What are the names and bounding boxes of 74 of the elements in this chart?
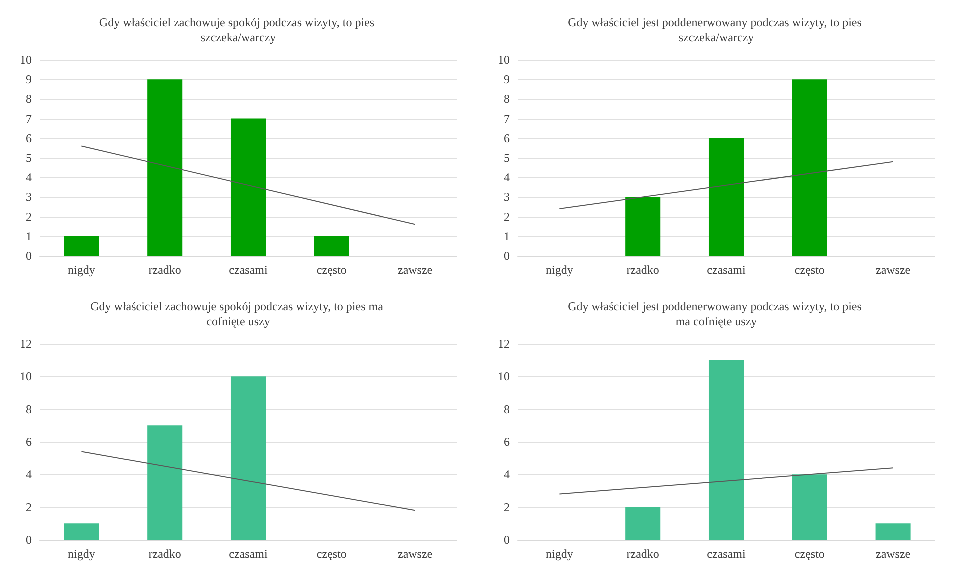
y-tick-label: 8 [26, 402, 32, 416]
bar [626, 197, 661, 256]
y-tick-label: 10 [498, 53, 510, 67]
y-tick-label: 8 [26, 92, 32, 106]
y-tick-label: 5 [26, 151, 32, 165]
y-tick-label: 4 [504, 468, 510, 482]
y-tick-label: 12 [20, 337, 32, 351]
x-tick-label: często [316, 547, 347, 561]
y-tick-label: 0 [504, 533, 510, 547]
y-tick-label: 4 [26, 170, 32, 185]
x-tick-label: często [316, 263, 347, 277]
y-tick-label: 3 [26, 190, 32, 204]
y-tick-label: 2 [504, 500, 510, 514]
y-tick-label: 0 [26, 533, 32, 547]
chart-title: Gdy właściciel jest poddenerwowany podczas wizyty, to pies szczeka/warczy [568, 16, 865, 44]
y-tick-label: 9 [26, 72, 32, 87]
y-tick-label: 0 [504, 249, 510, 263]
bar [230, 376, 266, 540]
y-tick-label: 0 [26, 249, 32, 263]
bar [792, 474, 828, 540]
y-tick-label: 4 [504, 170, 510, 185]
x-tick-label: czasami [229, 263, 268, 277]
x-tick-label: nigdy [68, 263, 96, 277]
x-tick-label: rzadko [626, 263, 660, 277]
y-tick-label: 5 [504, 151, 510, 165]
x-tick-label: czasami [229, 547, 268, 561]
y-tick-label: 8 [504, 402, 510, 416]
chart-title: Gdy właściciel zachowuje spokój podczas wizyty, to pies szczeka/warczy [99, 16, 378, 44]
y-tick-label: 6 [504, 131, 510, 146]
y-tick-label: 1 [504, 229, 510, 244]
y-tick-label: 6 [26, 435, 32, 449]
x-tick-label: często [794, 547, 825, 561]
x-tick-label: czasami [707, 263, 746, 277]
y-tick-label: 4 [26, 468, 32, 482]
x-tick-label: zawsze [398, 547, 433, 561]
y-tick-label: 10 [498, 370, 510, 384]
y-tick-label: 6 [504, 435, 510, 449]
y-tick-label: 8 [504, 92, 510, 106]
chart-title: Gdy właściciel jest poddenerwowany podczas wizyty, to pies ma cofnięte uszy [568, 300, 865, 328]
x-tick-label: nigdy [546, 547, 574, 561]
bar [792, 80, 828, 256]
y-tick-label: 3 [504, 190, 510, 204]
y-tick-label: 12 [498, 337, 510, 351]
bar [148, 80, 183, 256]
bar [708, 138, 744, 256]
x-tick-label: rzadko [148, 263, 182, 277]
bar [314, 236, 350, 256]
x-tick-label: nigdy [68, 547, 96, 561]
x-tick-label: rzadko [148, 547, 182, 561]
bar [876, 524, 911, 540]
x-tick-label: zawsze [398, 263, 433, 277]
x-tick-label: często [794, 263, 825, 277]
x-tick-label: rzadko [626, 547, 660, 561]
x-tick-label: czasami [707, 547, 746, 561]
bar [626, 507, 661, 540]
bar [148, 426, 183, 540]
bar [64, 524, 100, 540]
bar [708, 360, 744, 540]
y-tick-label: 2 [504, 210, 510, 224]
y-tick-label: 10 [20, 53, 32, 67]
y-tick-label: 9 [504, 72, 510, 87]
x-tick-label: zawsze [876, 263, 911, 277]
bar [230, 118, 266, 256]
x-tick-label: zawsze [876, 547, 911, 561]
bar [64, 236, 100, 256]
y-tick-label: 1 [26, 229, 32, 244]
y-tick-label: 10 [20, 370, 32, 384]
y-tick-label: 7 [26, 112, 32, 126]
chart-title: Gdy właściciel zachowuje spokój podczas wizyty, to pies ma cofnięte uszy [90, 300, 386, 328]
y-tick-label: 2 [26, 500, 32, 514]
y-tick-label: 7 [504, 112, 510, 126]
y-tick-label: 6 [26, 131, 32, 146]
y-tick-label: 2 [26, 210, 32, 224]
x-tick-label: nigdy [546, 263, 574, 277]
